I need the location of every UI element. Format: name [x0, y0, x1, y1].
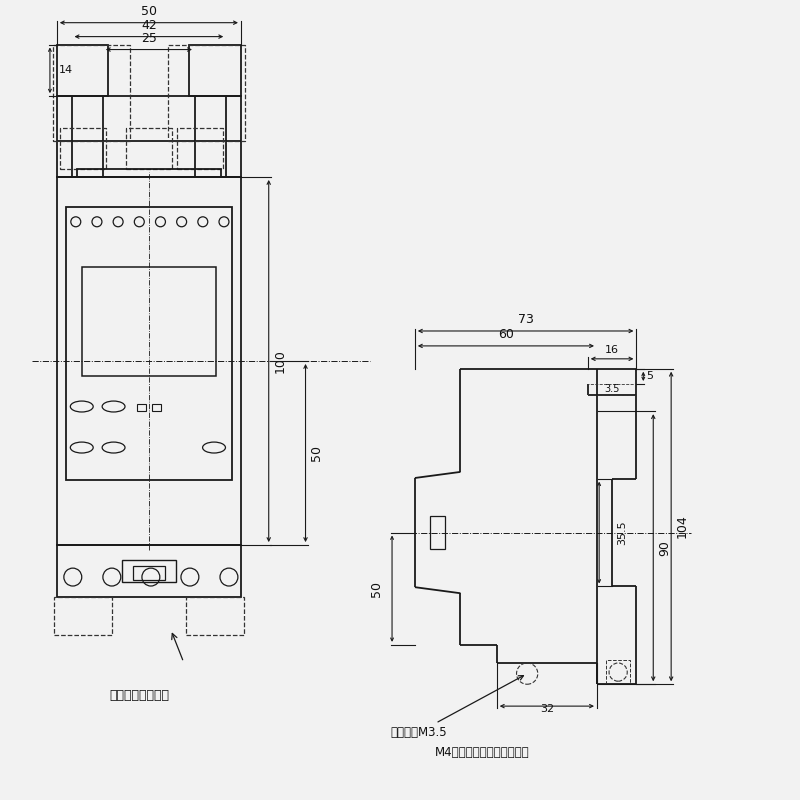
Text: 104: 104 — [676, 514, 689, 538]
Bar — [53, 45, 130, 141]
Bar — [57, 545, 241, 597]
Bar — [137, 403, 146, 411]
Text: 100: 100 — [274, 349, 286, 373]
Bar — [57, 96, 241, 177]
Text: 35.5: 35.5 — [617, 520, 627, 545]
Text: 90: 90 — [658, 540, 671, 556]
Bar — [152, 403, 161, 411]
Text: 5: 5 — [646, 371, 654, 382]
Bar — [66, 207, 232, 480]
Text: 取付爪（付属品）: 取付爪（付属品） — [109, 690, 169, 702]
Bar — [126, 129, 172, 169]
Bar — [122, 560, 176, 582]
Bar — [57, 177, 241, 545]
Bar — [177, 129, 223, 169]
Text: 32: 32 — [540, 704, 554, 714]
Bar — [588, 384, 636, 394]
Bar — [430, 516, 446, 550]
Bar — [82, 267, 216, 377]
Text: 50: 50 — [310, 445, 323, 461]
Bar — [57, 45, 109, 96]
Text: 50: 50 — [370, 581, 383, 597]
Bar — [54, 597, 111, 634]
Text: 3.5: 3.5 — [604, 384, 620, 394]
Bar — [60, 129, 106, 169]
Text: M4ねじをご使用ください。: M4ねじをご使用ください。 — [435, 746, 530, 759]
Text: 14: 14 — [59, 66, 73, 75]
Bar — [190, 45, 241, 96]
Text: 端子ねじM3.5: 端子ねじM3.5 — [390, 676, 523, 739]
Bar — [606, 660, 630, 684]
Text: 42: 42 — [141, 18, 157, 32]
Text: 60: 60 — [498, 328, 514, 341]
Bar — [133, 566, 165, 580]
Text: 50: 50 — [141, 5, 157, 18]
Text: 16: 16 — [605, 345, 619, 355]
Bar — [186, 597, 244, 634]
Text: 73: 73 — [518, 313, 534, 326]
Bar — [77, 169, 221, 177]
Text: 25: 25 — [141, 31, 157, 45]
Bar — [167, 45, 245, 141]
